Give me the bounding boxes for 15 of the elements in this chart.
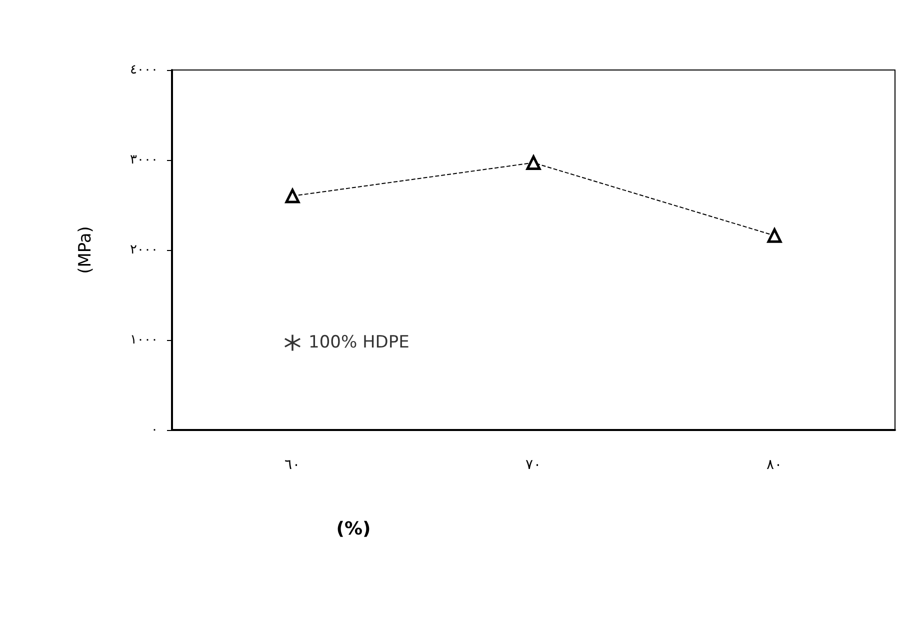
x-tick-label: ٧٠	[526, 457, 542, 473]
y-tick-label: ١٠٠٠	[130, 332, 158, 348]
point	[526, 155, 541, 170]
y-axis-title: (MPa)	[76, 226, 96, 274]
y-tick-label: ٢٠٠٠	[130, 242, 158, 258]
point	[284, 334, 300, 351]
point	[285, 188, 300, 204]
point	[767, 228, 782, 243]
y-tick-label: ٣٠٠٠	[130, 152, 158, 168]
x-tick-label: ٨٠	[766, 457, 782, 473]
x-axis-title: (%)	[336, 518, 371, 540]
y-tick-label: ٤٠٠٠	[130, 62, 158, 78]
x-tick-label: ٦٠	[284, 457, 300, 473]
series-label: 100% HDPE	[308, 332, 410, 353]
y-tick-label: ٠	[151, 422, 158, 438]
